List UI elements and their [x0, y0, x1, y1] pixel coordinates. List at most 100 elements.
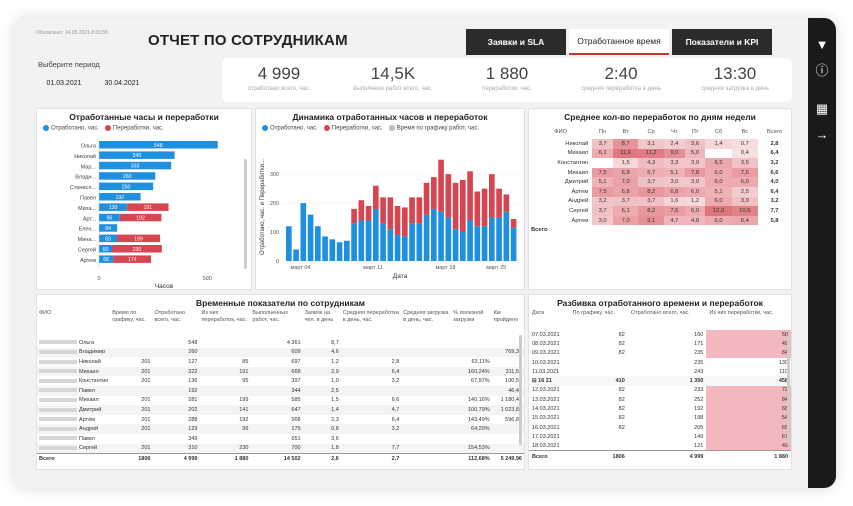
worked-bar[interactable] — [99, 245, 112, 253]
heatmap-row[interactable]: Андрей 3,2 3,7 3,7 1,6 1,2 6,0 3,9 3,2 — [529, 196, 791, 207]
overtime-column[interactable] — [351, 208, 357, 224]
worked-bar[interactable] — [99, 224, 118, 232]
heatmap-row[interactable]: Константин 1,5 4,3 3,3 3,0 6,5 3,5 3,2 — [529, 158, 791, 168]
column-header[interactable]: Из них переработок, час. — [201, 310, 247, 323]
worked-bar[interactable] — [99, 141, 218, 149]
worked-bar[interactable] — [99, 193, 141, 201]
heatmap-row[interactable]: Николай 3,7 8,7 3,1 2,4 3,6 1,4 0,7 2,8 — [529, 139, 791, 149]
tab-kpi[interactable]: Показатели и KPI — [672, 29, 772, 55]
overtime-bar[interactable] — [119, 213, 162, 222]
worked-column[interactable] — [452, 229, 459, 261]
heatmap-row[interactable]: Сергей 3,7 6,1 8,2 7,6 6,0 12,0 10,5 7,7 — [529, 206, 791, 216]
column-header[interactable]: Заявок на чел. в день — [304, 310, 334, 323]
overtime-column[interactable] — [460, 179, 466, 233]
worked-bar[interactable] — [99, 151, 175, 159]
table-row[interactable]: 09.03.2021 82 235 84 — [529, 348, 791, 358]
overtime-bar[interactable] — [127, 203, 169, 211]
worked-column[interactable] — [365, 220, 372, 261]
worked-bar[interactable] — [99, 172, 156, 180]
overtime-column[interactable] — [496, 188, 502, 218]
worked-column[interactable] — [460, 232, 466, 261]
column-header[interactable]: Выполненных работ, час. — [252, 310, 289, 323]
table-row[interactable]: 15.03.2021 82 198 54 — [529, 413, 791, 423]
overtime-column[interactable] — [358, 200, 365, 221]
worked-column[interactable] — [467, 220, 473, 261]
overtime-bar[interactable] — [116, 234, 161, 243]
table-row[interactable]: 12.03.2021 82 233 72 — [529, 385, 791, 396]
date-to-input[interactable]: 30.04.2021 — [104, 79, 140, 87]
help-icon[interactable]: ⓘ — [815, 63, 829, 78]
scrollbar[interactable] — [787, 335, 790, 445]
worked-column[interactable] — [307, 214, 314, 261]
arrow-right-icon[interactable]: → — [815, 127, 829, 142]
column-header[interactable]: Средняя переработка в день, час. — [342, 310, 399, 323]
table-row[interactable]: 08.03.2021 82 171 49 — [529, 339, 791, 349]
overtime-column[interactable] — [510, 219, 517, 228]
worked-column[interactable] — [510, 227, 517, 261]
heatmap-row[interactable]: Артем 7,5 6,8 8,2 6,8 6,0 5,1 2,5 6,4 — [529, 186, 791, 197]
column-header[interactable]: Время по графику, час. — [112, 310, 146, 323]
table-row[interactable]: 13.03.2021 82 252 84 — [529, 395, 791, 405]
overtime-column[interactable] — [489, 174, 495, 218]
worked-column[interactable] — [293, 249, 299, 261]
worked-column[interactable] — [409, 223, 415, 261]
tab-worked-time[interactable]: Отработанное время — [569, 29, 669, 55]
worked-column[interactable] — [336, 242, 343, 261]
tab-requests-sla[interactable]: Заявки и SLA — [466, 29, 566, 55]
worked-column[interactable] — [344, 240, 350, 261]
worked-column[interactable] — [474, 226, 481, 261]
worked-column[interactable] — [423, 214, 430, 261]
overtime-column[interactable] — [467, 171, 473, 221]
overtime-column[interactable] — [402, 207, 408, 237]
worked-column[interactable] — [300, 203, 307, 261]
table-row[interactable]: 18.03.2021 121 49 — [529, 441, 791, 451]
table-row[interactable]: Андрей 201 129 96 175 0,8 3,2 64,29% — [37, 424, 524, 434]
legend-item[interactable]: Отработано, час. — [43, 125, 99, 132]
heatmap-row[interactable]: Дмитрий 5,1 7,0 3,7 3,0 3,0 6,0 6,0 4,0 — [529, 177, 791, 187]
column-header[interactable]: % полезной загрузки — [453, 310, 484, 323]
worked-column[interactable] — [489, 217, 495, 261]
column-header[interactable]: Из них переработки, час. — [709, 310, 774, 316]
column-header[interactable]: По графику, час. — [572, 310, 615, 316]
heatmap-row[interactable]: Михаил 7,5 6,8 5,7 5,1 7,8 6,0 7,5 6,6 — [529, 167, 791, 178]
worked-column[interactable] — [380, 223, 386, 261]
worked-column[interactable] — [322, 236, 328, 261]
worked-bar[interactable] — [99, 203, 128, 211]
overtime-column[interactable] — [438, 159, 444, 212]
worked-column[interactable] — [481, 226, 488, 261]
worked-bar[interactable] — [99, 213, 120, 222]
worked-column[interactable] — [503, 211, 510, 261]
worked-column[interactable] — [329, 239, 336, 261]
scrollbar[interactable] — [244, 159, 247, 269]
column-header[interactable]: Отработано всего, час. — [154, 310, 186, 323]
worked-column[interactable] — [387, 229, 394, 261]
hierarchy-icon[interactable]: ▦ — [815, 101, 829, 116]
legend-item[interactable]: Время по графику работ, час. — [388, 125, 479, 132]
table-row[interactable]: Михаил 201 322 191 668 2,9 6,4 160,24% 311,56 — [37, 366, 524, 377]
worked-column[interactable] — [315, 226, 321, 261]
overtime-bar[interactable] — [113, 255, 151, 263]
worked-column[interactable] — [394, 234, 401, 261]
table-row[interactable]: Николай 201 127 85 697 1,2 2,8 63,11% — [37, 357, 524, 367]
table-row[interactable]: 07.03.2021 82 160 50 — [529, 330, 791, 340]
table-row[interactable]: Константин 201 136 95 397 1,0 3,2 67,97% 100,55 — [37, 376, 524, 386]
legend-item[interactable]: Отработано, час. — [262, 125, 318, 132]
worked-column[interactable] — [402, 236, 408, 261]
worked-bar[interactable] — [99, 255, 114, 263]
worked-bar[interactable] — [99, 234, 117, 243]
worked-column[interactable] — [351, 223, 357, 261]
worked-column[interactable] — [438, 211, 444, 261]
worked-column[interactable] — [286, 226, 292, 261]
heatmap-row[interactable]: Михаил 6,1 11,6 11,2 9,0 5,0 0,4 6,4 — [529, 148, 791, 159]
overtime-column[interactable] — [452, 182, 459, 230]
overtime-column[interactable] — [481, 188, 488, 227]
scrollbar[interactable] — [519, 335, 522, 445]
overtime-column[interactable] — [416, 197, 423, 224]
table-row[interactable]: Дмитрий 201 202 141 647 1,4 4,7 100,79% 1 023,87 — [37, 405, 524, 415]
table-row[interactable]: 14.03.2021 82 192 68 — [529, 404, 791, 414]
worked-column[interactable] — [445, 217, 452, 261]
group-row[interactable]: ⊟ 16 21 410 1 350 458 — [529, 376, 791, 386]
table-row[interactable]: Ольга 548 4 361 8,7 — [37, 338, 524, 348]
table-row[interactable]: 11.03.2021 243 110 — [529, 367, 791, 376]
table-row[interactable]: Павел 192 344 2,5 46,46 — [37, 385, 524, 396]
